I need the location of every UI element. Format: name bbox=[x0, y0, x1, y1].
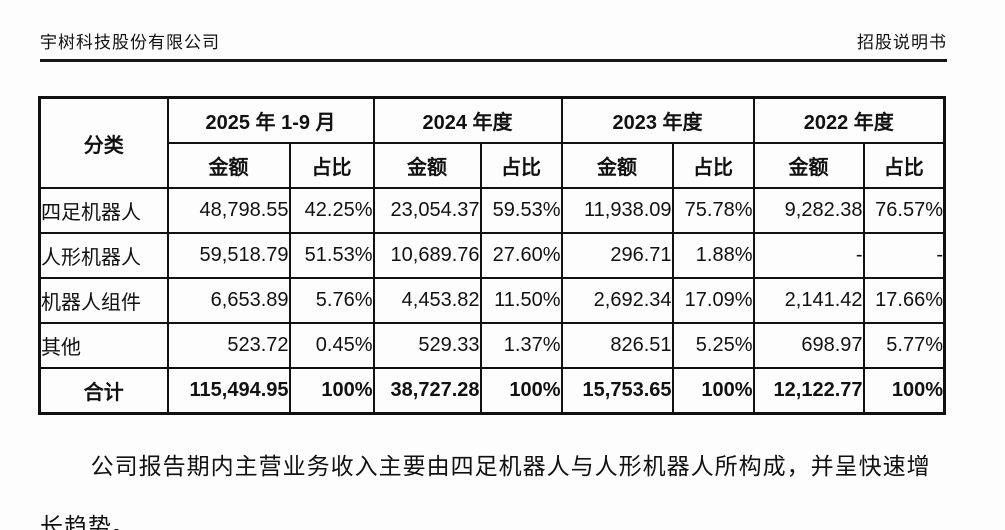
table-cell-ratio: 51.53% bbox=[288, 232, 375, 279]
table-cell-amount: - bbox=[752, 232, 865, 279]
doc-type-label: 招股说明书 bbox=[857, 33, 947, 52]
period-header-2025: 2025 年 1-9 月 bbox=[166, 96, 375, 144]
table-cell-ratio: 0.45% bbox=[288, 322, 375, 369]
column-header-category: 分类 bbox=[38, 96, 169, 189]
table-cell-amount: 38,727.28 bbox=[372, 367, 482, 415]
table-cell-ratio: 5.77% bbox=[862, 322, 946, 369]
table-cell-ratio: 27.60% bbox=[479, 232, 563, 279]
table-cell-ratio: 75.78% bbox=[671, 187, 755, 234]
column-header-amount: 金额 bbox=[166, 142, 291, 189]
table-cell-ratio: 17.09% bbox=[671, 277, 755, 324]
table-cell-ratio: 100% bbox=[288, 367, 375, 415]
table-cell-amount: 59,518.79 bbox=[166, 232, 291, 279]
table-cell-amount: 12,122.77 bbox=[752, 367, 865, 415]
table-cell-ratio: 100% bbox=[862, 367, 946, 415]
page-header: 宇树科技股份有限公司 招股说明书 bbox=[40, 28, 947, 53]
table-cell-amount: 4,453.82 bbox=[372, 277, 482, 324]
table-cell-amount: 23,054.37 bbox=[372, 187, 482, 234]
table-row-other: 其他 523.72 0.45% 529.33 1.37% 826.51 5.25… bbox=[38, 322, 946, 369]
period-header-2022: 2022 年度 bbox=[752, 96, 946, 144]
table-cell-ratio: - bbox=[862, 232, 946, 279]
revenue-breakdown-table: 分类 2025 年 1-9 月 2024 年度 2023 年度 2022 年度 … bbox=[38, 96, 947, 415]
table-cell-ratio: 100% bbox=[479, 367, 563, 415]
row-category: 四足机器人 bbox=[38, 187, 169, 234]
table-cell-amount: 2,692.34 bbox=[560, 277, 674, 324]
table-cell-amount: 11,938.09 bbox=[560, 187, 674, 234]
table-cell-ratio: 11.50% bbox=[479, 277, 563, 324]
column-header-ratio: 占比 bbox=[862, 142, 946, 189]
column-header-amount: 金额 bbox=[752, 142, 865, 189]
table-cell-amount: 115,494.95 bbox=[166, 367, 291, 415]
table-row-humanoid: 人形机器人 59,518.79 51.53% 10,689.76 27.60% … bbox=[38, 232, 946, 279]
table-cell-ratio: 76.57% bbox=[862, 187, 946, 234]
column-header-amount: 金额 bbox=[560, 142, 674, 189]
period-header-2024: 2024 年度 bbox=[372, 96, 563, 144]
row-category: 其他 bbox=[38, 322, 169, 369]
table-cell-ratio: 59.53% bbox=[479, 187, 563, 234]
table-cell-amount: 6,653.89 bbox=[166, 277, 291, 324]
table-cell-ratio: 5.76% bbox=[288, 277, 375, 324]
row-category: 机器人组件 bbox=[38, 277, 169, 324]
table-row-quadruped: 四足机器人 48,798.55 42.25% 23,054.37 59.53% … bbox=[38, 187, 946, 234]
table-cell-amount: 15,753.65 bbox=[560, 367, 674, 415]
column-header-amount: 金额 bbox=[372, 142, 482, 189]
table-cell-amount: 826.51 bbox=[560, 322, 674, 369]
table-cell-amount: 9,282.38 bbox=[752, 187, 865, 234]
table-cell-ratio: 5.25% bbox=[671, 322, 755, 369]
table-cell-amount: 48,798.55 bbox=[166, 187, 291, 234]
table-cell-amount: 529.33 bbox=[372, 322, 482, 369]
table-row-components: 机器人组件 6,653.89 5.76% 4,453.82 11.50% 2,6… bbox=[38, 277, 946, 324]
column-header-ratio: 占比 bbox=[288, 142, 375, 189]
company-name: 宇树科技股份有限公司 bbox=[40, 33, 220, 52]
column-header-ratio: 占比 bbox=[479, 142, 563, 189]
body-paragraph: 公司报告期内主营业务收入主要由四足机器人与人形机器人所构成，并呈快速增长趋势。 bbox=[40, 454, 931, 530]
table-cell-ratio: 42.25% bbox=[288, 187, 375, 234]
table-cell-ratio: 1.88% bbox=[671, 232, 755, 279]
column-header-ratio: 占比 bbox=[671, 142, 755, 189]
period-header-row: 分类 2025 年 1-9 月 2024 年度 2023 年度 2022 年度 bbox=[38, 96, 946, 189]
table-cell-amount: 296.71 bbox=[560, 232, 674, 279]
table-cell-amount: 698.97 bbox=[752, 322, 865, 369]
table-cell-ratio: 100% bbox=[671, 367, 755, 415]
table-cell-amount: 10,689.76 bbox=[372, 232, 482, 279]
header-rule bbox=[40, 59, 947, 62]
subheader-row: 金额 占比 金额 占比 金额 占比 金额 占比 bbox=[40, 142, 946, 189]
period-header-2023: 2023 年度 bbox=[560, 96, 755, 144]
table-cell-amount: 2,141.42 bbox=[752, 277, 865, 324]
row-category: 人形机器人 bbox=[38, 232, 169, 279]
row-category: 合计 bbox=[38, 367, 169, 415]
table-cell-ratio: 1.37% bbox=[479, 322, 563, 369]
table-cell-ratio: 17.66% bbox=[862, 277, 946, 324]
table-row-total: 合计 115,494.95 100% 38,727.28 100% 15,753… bbox=[38, 367, 946, 415]
table-cell-amount: 523.72 bbox=[166, 322, 291, 369]
